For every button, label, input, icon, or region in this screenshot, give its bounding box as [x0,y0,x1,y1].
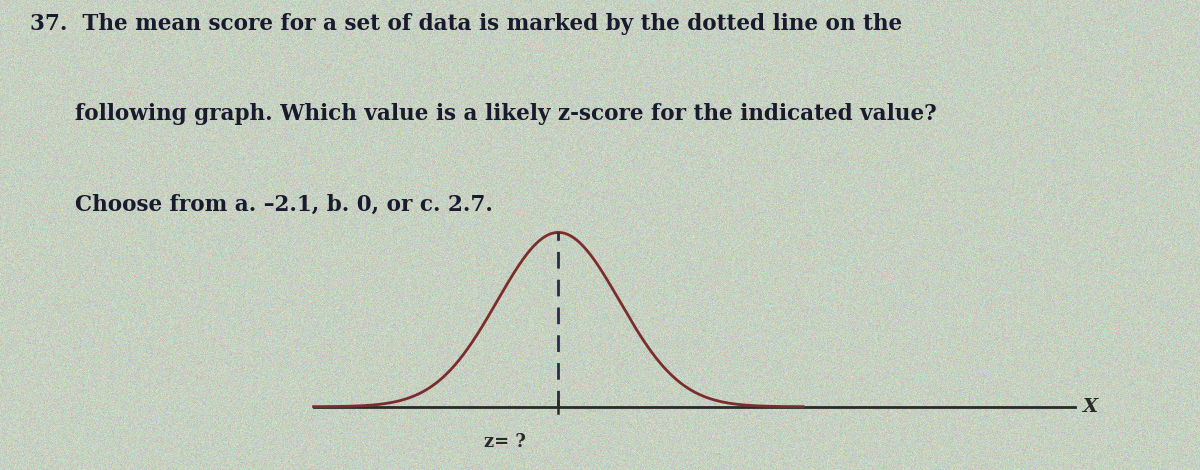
Text: 37.  The mean score for a set of data is marked by the dotted line on the: 37. The mean score for a set of data is … [30,13,902,35]
Text: z= ?: z= ? [484,433,526,451]
Text: following graph. Which value is a likely z-score for the indicated value?: following graph. Which value is a likely… [30,103,937,125]
Text: X: X [1082,398,1097,416]
Text: Choose from a. –2.1, b. 0, or c. 2.7.: Choose from a. –2.1, b. 0, or c. 2.7. [30,194,493,216]
